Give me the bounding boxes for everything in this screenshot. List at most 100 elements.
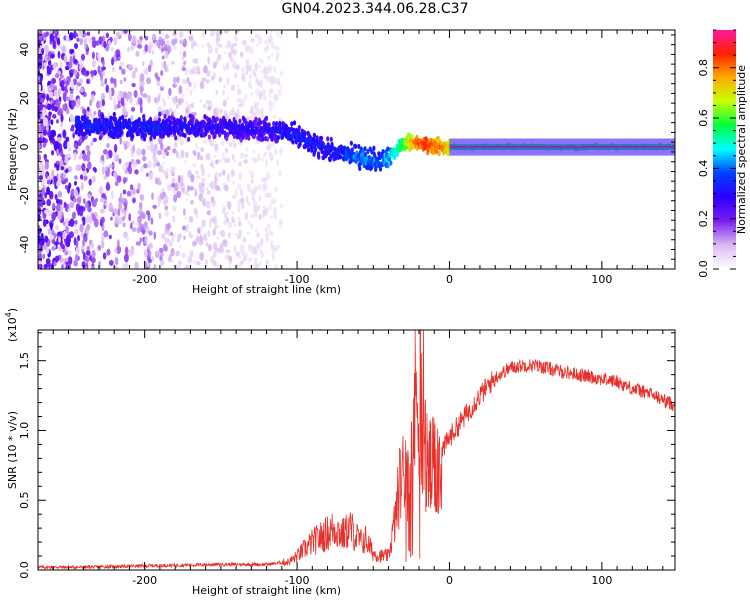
colorbar-segment bbox=[713, 135, 736, 139]
snr-y-tick-label: 1.5 bbox=[18, 352, 31, 370]
colorbar-segment bbox=[713, 109, 736, 113]
colorbar-segment bbox=[713, 151, 736, 155]
snr-y-axis-label: SNR (10 * v/v) bbox=[6, 411, 19, 489]
colorbar-segment bbox=[713, 47, 736, 51]
colorbar-segment bbox=[713, 209, 736, 212]
colorbar-segment bbox=[713, 257, 736, 260]
colorbar-segment bbox=[713, 193, 736, 196]
colorbar-segment bbox=[713, 203, 736, 206]
colorbar-segment bbox=[713, 131, 736, 135]
colorbar-segment bbox=[713, 219, 736, 222]
colorbar-segment bbox=[713, 59, 736, 63]
colorbar-segment bbox=[713, 85, 736, 89]
colorbar-segment bbox=[713, 167, 736, 171]
colorbar-segment bbox=[713, 83, 736, 87]
colorbar-segment bbox=[713, 253, 736, 256]
colorbar-tick-label: 0.4 bbox=[697, 160, 710, 178]
snr-series-line bbox=[38, 330, 675, 570]
colorbar-segment bbox=[713, 75, 736, 79]
colorbar-segment bbox=[713, 57, 736, 61]
colorbar-segment bbox=[713, 171, 736, 174]
colorbar-segment bbox=[713, 217, 736, 220]
colorbar-segment bbox=[713, 241, 736, 244]
colorbar-segment bbox=[713, 191, 736, 194]
colorbar-segment bbox=[713, 61, 736, 65]
spectrogram-x-tick-label: 0 bbox=[446, 273, 453, 286]
colorbar-tick-label: 0.6 bbox=[697, 109, 710, 127]
colorbar-segment bbox=[713, 189, 736, 192]
colorbar-segment bbox=[713, 87, 736, 91]
colorbar-segment bbox=[713, 251, 736, 254]
spectrogram-y-tick-label: 40 bbox=[18, 43, 31, 57]
colorbar-segment bbox=[713, 265, 736, 268]
snr-y-multiplier: (x104) bbox=[4, 308, 19, 342]
colorbar-segment bbox=[713, 169, 736, 173]
colorbar-segment bbox=[713, 187, 736, 190]
colorbar-segment bbox=[713, 229, 736, 232]
colorbar-segment bbox=[713, 205, 736, 208]
colorbar-segment bbox=[713, 37, 736, 41]
colorbar-segment bbox=[713, 125, 736, 129]
colorbar-tick-label: 0.0 bbox=[697, 260, 710, 278]
spectrogram-x-axis-label: Height of straight line (km) bbox=[192, 283, 341, 296]
spectrogram-y-tick-label: 20 bbox=[18, 91, 31, 105]
colorbar-segment bbox=[713, 33, 736, 37]
colorbar-segment bbox=[713, 233, 736, 236]
colorbar-segment bbox=[713, 155, 736, 159]
colorbar-segment bbox=[713, 43, 736, 47]
colorbar-segment bbox=[713, 89, 736, 93]
colorbar-segment bbox=[713, 117, 736, 121]
colorbar-segment bbox=[713, 133, 736, 137]
colorbar-segment bbox=[713, 207, 736, 210]
colorbar-segment bbox=[713, 53, 736, 57]
colorbar-segment bbox=[713, 149, 736, 153]
snr-axes-frame bbox=[37, 329, 676, 571]
colorbar-segment bbox=[713, 249, 736, 252]
colorbar-segment bbox=[713, 211, 736, 214]
colorbar-segment bbox=[713, 141, 736, 145]
colorbar-segment bbox=[713, 65, 736, 69]
colorbar-segment bbox=[713, 81, 736, 85]
colorbar-segment bbox=[713, 261, 736, 264]
colorbar-segment bbox=[713, 157, 736, 161]
colorbar-segment bbox=[713, 225, 736, 228]
colorbar-segment bbox=[713, 127, 736, 131]
colorbar-segment bbox=[713, 221, 736, 224]
spectrogram-y-tick-label: -40 bbox=[18, 236, 31, 254]
colorbar-segment bbox=[713, 121, 736, 125]
colorbar: 0.0 0.2 0.4 0.6 0.8 Normalized spectral ampli… bbox=[697, 29, 748, 278]
colorbar-segment bbox=[713, 119, 736, 123]
colorbar-segment bbox=[713, 145, 736, 149]
spectrogram-x-tick-label: -100 bbox=[285, 273, 310, 286]
colorbar-segment bbox=[713, 67, 736, 71]
colorbar-segment bbox=[713, 49, 736, 53]
colorbar-segment bbox=[713, 195, 736, 198]
colorbar-tick-label: 0.8 bbox=[697, 59, 710, 77]
colorbar-segment bbox=[713, 35, 736, 39]
colorbar-segment bbox=[713, 99, 736, 103]
colorbar-segment bbox=[713, 199, 736, 202]
snr-panel: -200 -100 0 100 0.0 0.5 1.0 1.5 Height of straig… bbox=[4, 308, 676, 597]
colorbar-segment bbox=[713, 255, 736, 258]
colorbar-segment bbox=[713, 165, 736, 169]
colorbar-segment bbox=[713, 153, 736, 157]
snr-y-tick-label: 0.5 bbox=[18, 491, 31, 509]
spectrogram-y-tick-label: 0 bbox=[18, 144, 31, 151]
colorbar-segment bbox=[713, 91, 736, 95]
colorbar-segment bbox=[713, 177, 736, 180]
colorbar-segment bbox=[713, 111, 736, 115]
colorbar-segment bbox=[713, 115, 736, 119]
snr-x-axis-label: Height of straight line (km) bbox=[192, 584, 341, 597]
ridge-halo bbox=[449, 138, 675, 156]
colorbar-segment bbox=[713, 263, 736, 266]
colorbar-segment bbox=[713, 179, 736, 182]
colorbar-segment bbox=[713, 215, 736, 218]
colorbar-label: Normalized spectral amplitude bbox=[735, 65, 748, 234]
spectrogram-y-tick-label: -20 bbox=[18, 187, 31, 205]
colorbar-segment bbox=[713, 129, 736, 133]
colorbar-segment bbox=[713, 239, 736, 242]
colorbar-segment bbox=[713, 103, 736, 107]
colorbar-segment bbox=[713, 39, 736, 43]
colorbar-segment bbox=[713, 183, 736, 186]
